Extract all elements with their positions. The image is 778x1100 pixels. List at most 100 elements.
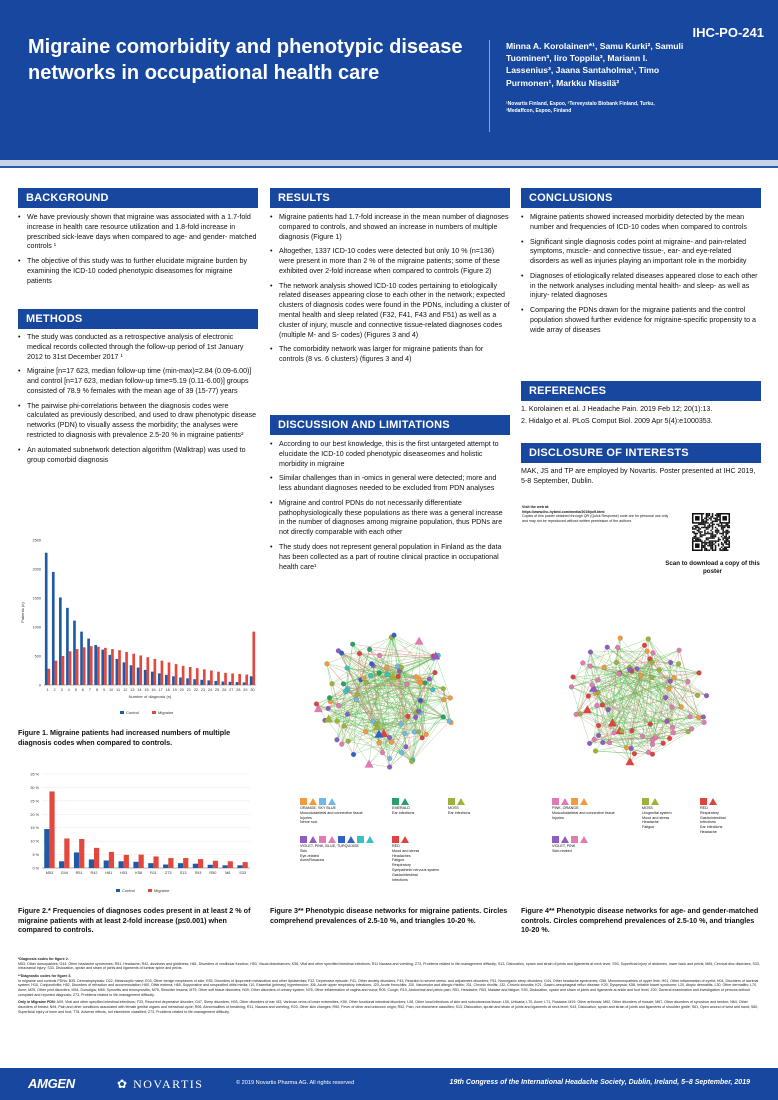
- qr-module: [722, 537, 724, 539]
- bar-migraine: [79, 838, 85, 868]
- qr-module: [725, 543, 727, 545]
- network-node-circle: [339, 741, 345, 747]
- qr-module: [704, 526, 706, 529]
- network-node-circle: [604, 644, 610, 650]
- network-edge: [648, 638, 671, 663]
- bar-migraine: [210, 670, 213, 685]
- bar-migraine: [252, 631, 256, 685]
- network-node-circle: [628, 745, 634, 751]
- legend-group-line: Sympathetic nervous system: [392, 868, 440, 873]
- qr-module: [704, 517, 706, 520]
- qr-module: [702, 546, 705, 548]
- network-node-circle: [376, 740, 382, 746]
- legend-group-line: Acne/Rosacea: [300, 858, 324, 863]
- bar-migraine: [242, 862, 248, 868]
- conclusions-section: Migraine patients showed increased morbi…: [521, 213, 761, 341]
- qr-module: [728, 543, 730, 545]
- qr-module: [722, 538, 724, 541]
- x-tick-label: R11: [150, 871, 157, 875]
- network-node-circle: [339, 650, 345, 656]
- bar-migraine: [64, 838, 70, 868]
- discussion-section: According to our best knowledge, this is…: [270, 440, 510, 577]
- qr-module: [725, 541, 727, 544]
- network-edge: [652, 652, 679, 665]
- network-edge: [421, 682, 426, 738]
- network-node-circle: [384, 671, 390, 677]
- qr-visit-url[interactable]: https://www.ihc-hybrid.com/media/2019/pd…: [522, 509, 605, 514]
- qr-module: [711, 522, 714, 524]
- bar-control: [143, 669, 147, 685]
- qr-module: [711, 523, 714, 526]
- network-node-circle: [402, 731, 408, 737]
- bar-migraine: [104, 647, 107, 685]
- bar-migraine: [138, 854, 144, 868]
- qr-module: [714, 541, 717, 544]
- bar-control: [177, 863, 184, 868]
- bar-migraine: [132, 653, 135, 685]
- qr-module: [726, 532, 729, 535]
- qr-module: [719, 538, 721, 541]
- network-edge: [343, 674, 388, 727]
- y-tick-label: 25 %: [30, 799, 39, 803]
- y-tick-label: 1500: [33, 597, 41, 601]
- legend-group: MOSS Urogenital system Mood and stress Head…: [642, 798, 722, 830]
- network-edge: [365, 672, 435, 684]
- qr-module: [713, 535, 715, 538]
- qr-module: [692, 531, 694, 533]
- network-edge: [650, 663, 679, 725]
- bar-control: [193, 679, 196, 685]
- network-node-circle: [353, 696, 359, 702]
- network-node-circle: [649, 751, 655, 757]
- qr-code-icon[interactable]: [692, 513, 730, 551]
- network-edge: [678, 663, 689, 682]
- network-edge: [668, 681, 689, 721]
- network-edge: [576, 714, 653, 745]
- x-tick-label: 25: [215, 688, 219, 692]
- qr-module: [704, 544, 706, 547]
- network-edge: [371, 663, 417, 677]
- qr-module: [714, 519, 717, 521]
- legend-group-label: VIOLET, PINK: [552, 844, 576, 848]
- qr-module: [720, 546, 723, 548]
- qr-module: [714, 514, 717, 517]
- legend-group-label: MOSS: [642, 806, 653, 810]
- network-node-circle: [601, 664, 607, 670]
- qr-module: [726, 546, 729, 548]
- qr-module: [708, 517, 711, 520]
- network-edge: [326, 663, 413, 761]
- qr-module: [723, 537, 726, 539]
- network-edge: [338, 650, 371, 676]
- network-edge: [359, 653, 436, 657]
- qr-module: [725, 546, 727, 548]
- footnote2-title: **Diagnostic codes for figure 3.: [18, 974, 72, 979]
- qr-module: [702, 534, 705, 536]
- qr-module: [728, 546, 730, 548]
- qr-module: [699, 532, 702, 535]
- qr-module: [693, 535, 696, 538]
- qr-module: [723, 547, 726, 550]
- network-node-circle: [589, 682, 595, 688]
- qr-module: [716, 513, 718, 515]
- network-edge: [652, 650, 680, 663]
- legend-group-line: Ear infections: [700, 825, 723, 830]
- qr-module: [708, 541, 711, 544]
- qr-module: [710, 517, 712, 520]
- network-edge: [588, 645, 645, 697]
- legend-square-icon: [700, 798, 707, 805]
- qr-module: [711, 549, 714, 551]
- qr-module: [704, 529, 706, 532]
- legend-swatch-migraine: [152, 711, 156, 714]
- bar-control: [66, 607, 69, 685]
- qr-module: [710, 537, 712, 539]
- qr-module: [692, 538, 694, 541]
- qr-module: [713, 517, 715, 520]
- qr-module: [717, 543, 720, 545]
- network-edge: [337, 682, 426, 722]
- bar-control: [157, 673, 161, 685]
- network-edge: [576, 692, 596, 715]
- qr-module: [723, 526, 726, 529]
- y-tick-label: 15 %: [30, 826, 39, 830]
- network-node-circle: [361, 675, 367, 681]
- network-node-circle: [426, 676, 432, 682]
- network-node-circle: [441, 697, 447, 703]
